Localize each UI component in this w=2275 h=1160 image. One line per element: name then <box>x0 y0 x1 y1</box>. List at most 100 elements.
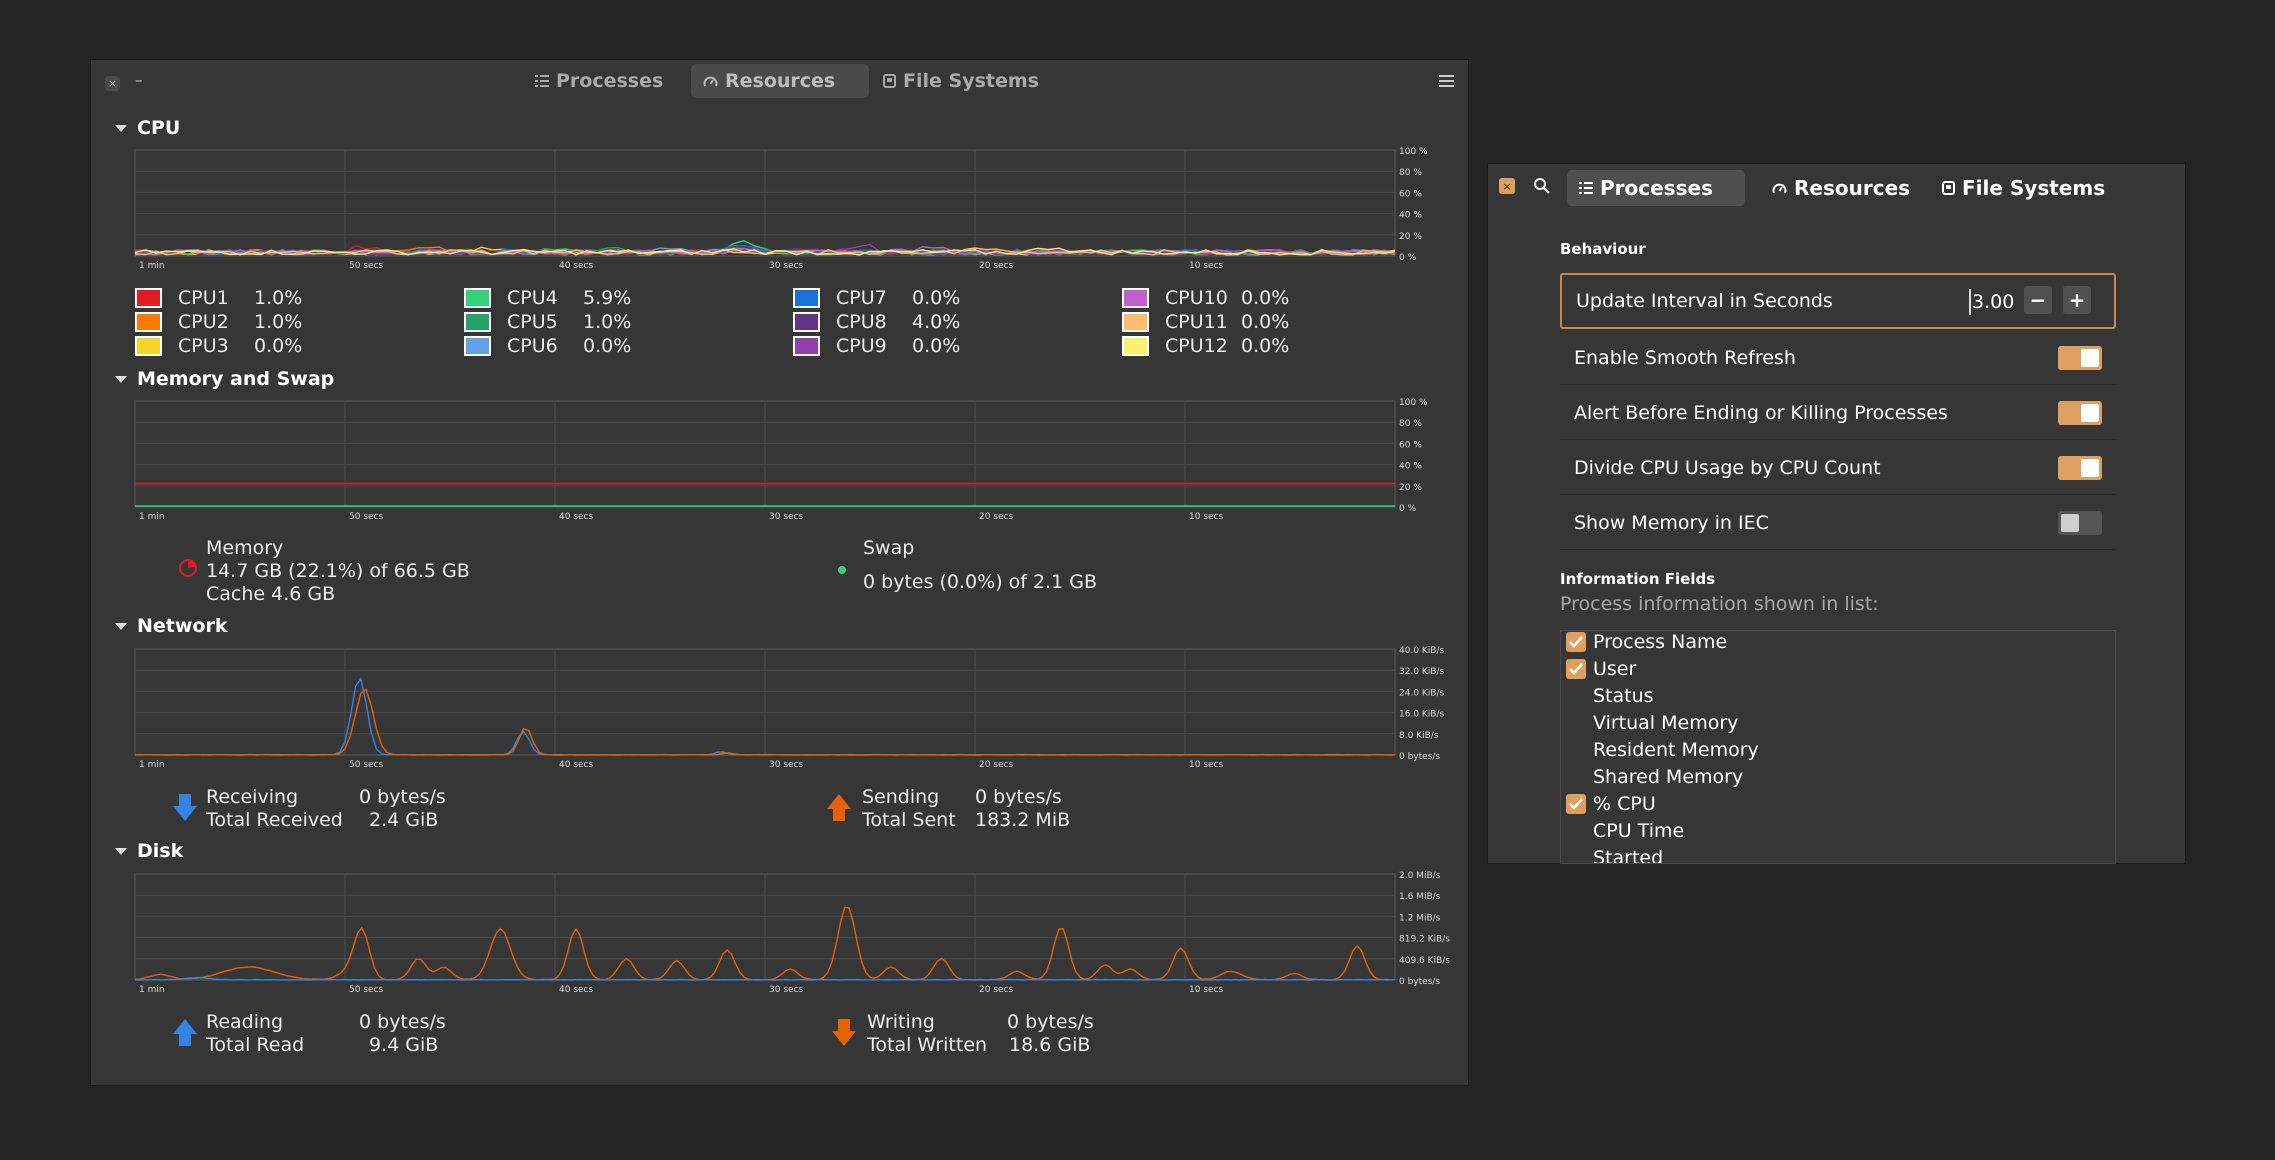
expander-icon <box>115 375 127 383</box>
time-tick-label: 1 min <box>139 985 165 995</box>
time-tick-label: 10 secs <box>1189 261 1223 271</box>
tab-processes[interactable]: Processes <box>523 64 675 98</box>
hamburger-icon[interactable] <box>1439 75 1454 88</box>
information-fields-list[interactable]: Process Name User Status Virtual Memory Resi… <box>1560 630 2116 864</box>
memory-pie-icon <box>179 559 197 577</box>
value-tick-label: 60 % <box>1399 440 1422 450</box>
field-row[interactable]: % CPU <box>1562 790 2114 817</box>
cpu-color-swatch[interactable] <box>464 312 491 332</box>
tab-resources[interactable]: Resources <box>691 64 869 98</box>
swap-pie-icon <box>838 566 846 574</box>
increment-button[interactable]: + <box>2063 286 2091 314</box>
value-tick-label: 32.0 KiB/s <box>1399 667 1445 677</box>
checkbox-unchecked[interactable] <box>1566 767 1586 787</box>
sending-arrow-icon <box>827 794 851 821</box>
close-button[interactable]: × <box>105 76 120 91</box>
field-row[interactable]: CPU Time <box>1562 817 2114 844</box>
search-icon[interactable] <box>1533 177 1550 194</box>
disk-section-header[interactable]: Disk <box>115 840 183 862</box>
cpu-color-swatch[interactable] <box>135 288 162 308</box>
cpu-legend-item: CPU7 0.0% <box>793 287 960 309</box>
field-row[interactable]: User <box>1562 655 2114 682</box>
toggle-row: Show Memory in IEC <box>1560 496 2116 550</box>
value-tick-label: 0 % <box>1399 253 1417 263</box>
field-row[interactable]: Status <box>1562 682 2114 709</box>
checkbox-unchecked[interactable] <box>1566 848 1586 863</box>
tab-resources[interactable]: Resources <box>1760 170 1922 206</box>
cpu-color-swatch[interactable] <box>793 336 820 356</box>
time-tick-label: 20 secs <box>979 261 1013 271</box>
update-interval-input[interactable]: 3.00 <box>1969 289 2014 315</box>
checkbox-unchecked[interactable] <box>1566 713 1586 733</box>
field-label: Process Name <box>1593 630 1728 653</box>
network-section-header[interactable]: Network <box>115 615 227 637</box>
toggle-switch[interactable] <box>2058 511 2102 535</box>
cpu-name: CPU12 <box>1165 335 1228 357</box>
total-sent-label: Total Sent <box>862 809 956 831</box>
cpu-color-swatch[interactable] <box>793 288 820 308</box>
cpu-color-swatch[interactable] <box>1122 312 1149 332</box>
sending-history-line <box>134 688 1396 756</box>
tab-file-systems-label: File Systems <box>1962 176 2106 200</box>
cpu-value: 1.0% <box>583 311 632 333</box>
field-row[interactable]: Virtual Memory <box>1562 709 2114 736</box>
field-row[interactable]: Shared Memory <box>1562 763 2114 790</box>
checkbox-unchecked[interactable] <box>1566 821 1586 841</box>
time-tick-label: 30 secs <box>769 985 803 995</box>
field-label: % CPU <box>1593 792 1656 815</box>
checkbox-checked[interactable] <box>1566 632 1586 652</box>
total-sent-value: 183.2 MiB <box>975 809 1071 831</box>
time-tick-label: 50 secs <box>349 760 383 770</box>
cpu-color-swatch[interactable] <box>464 336 491 356</box>
value-tick-label: 2.0 MiB/s <box>1399 871 1441 881</box>
toggle-knob <box>2061 514 2079 532</box>
toggle-label: Enable Smooth Refresh <box>1574 346 1796 369</box>
cpu-section-header[interactable]: CPU <box>115 117 180 139</box>
cpu-color-swatch[interactable] <box>135 336 162 356</box>
cpu-value: 4.0% <box>912 311 961 333</box>
cpu-color-swatch[interactable] <box>464 288 491 308</box>
reading-value: 0 bytes/s <box>359 1011 446 1033</box>
toggle-switch[interactable] <box>2058 401 2102 425</box>
memory-section-header[interactable]: Memory and Swap <box>115 368 334 390</box>
checkbox-unchecked[interactable] <box>1566 686 1586 706</box>
tab-file-systems-label: File Systems <box>903 70 1039 92</box>
field-row[interactable]: Process Name <box>1562 630 2114 655</box>
toggle-switch[interactable] <box>2058 456 2102 480</box>
tab-file-systems[interactable]: File Systems <box>1930 170 2117 206</box>
time-tick-label: 1 min <box>139 512 165 522</box>
tab-processes[interactable]: Processes <box>1567 170 1745 206</box>
cpu-color-swatch[interactable] <box>135 312 162 332</box>
time-tick-label: 10 secs <box>1189 985 1223 995</box>
information-fields-heading: Information Fields <box>1560 570 1716 588</box>
value-tick-label: 24.0 KiB/s <box>1399 688 1445 698</box>
check-icon <box>1569 663 1583 675</box>
cpu-value: 1.0% <box>254 287 303 309</box>
check-icon <box>1569 636 1583 648</box>
time-tick-label: 40 secs <box>559 760 593 770</box>
gauge-icon <box>703 76 718 87</box>
close-button[interactable]: × <box>1499 178 1515 194</box>
value-tick-label: 409.6 KiB/s <box>1399 956 1450 966</box>
checkbox-checked[interactable] <box>1566 659 1586 679</box>
sending-label: Sending <box>862 786 940 808</box>
decrement-button[interactable]: − <box>2024 286 2052 314</box>
toggle-switch[interactable] <box>2058 346 2102 370</box>
value-tick-label: 0 % <box>1399 504 1417 514</box>
tab-processes-label: Processes <box>1600 176 1713 200</box>
checkbox-checked[interactable] <box>1566 794 1586 814</box>
minimize-button[interactable]: – <box>135 71 143 89</box>
field-label: Resident Memory <box>1593 738 1759 761</box>
cpu-value: 5.9% <box>583 287 632 309</box>
field-row[interactable]: Resident Memory <box>1562 736 2114 763</box>
cpu-color-swatch[interactable] <box>1122 288 1149 308</box>
field-row[interactable]: Started <box>1562 844 2114 864</box>
checkbox-unchecked[interactable] <box>1566 740 1586 760</box>
sending-value: 0 bytes/s <box>975 786 1062 808</box>
cpu-color-swatch[interactable] <box>1122 336 1149 356</box>
time-tick-label: 40 secs <box>559 985 593 995</box>
toggle-row: Alert Before Ending or Killing Processes <box>1560 386 2116 440</box>
behaviour-heading: Behaviour <box>1560 240 1646 258</box>
cpu-color-swatch[interactable] <box>793 312 820 332</box>
tab-file-systems[interactable]: File Systems <box>871 64 1051 98</box>
